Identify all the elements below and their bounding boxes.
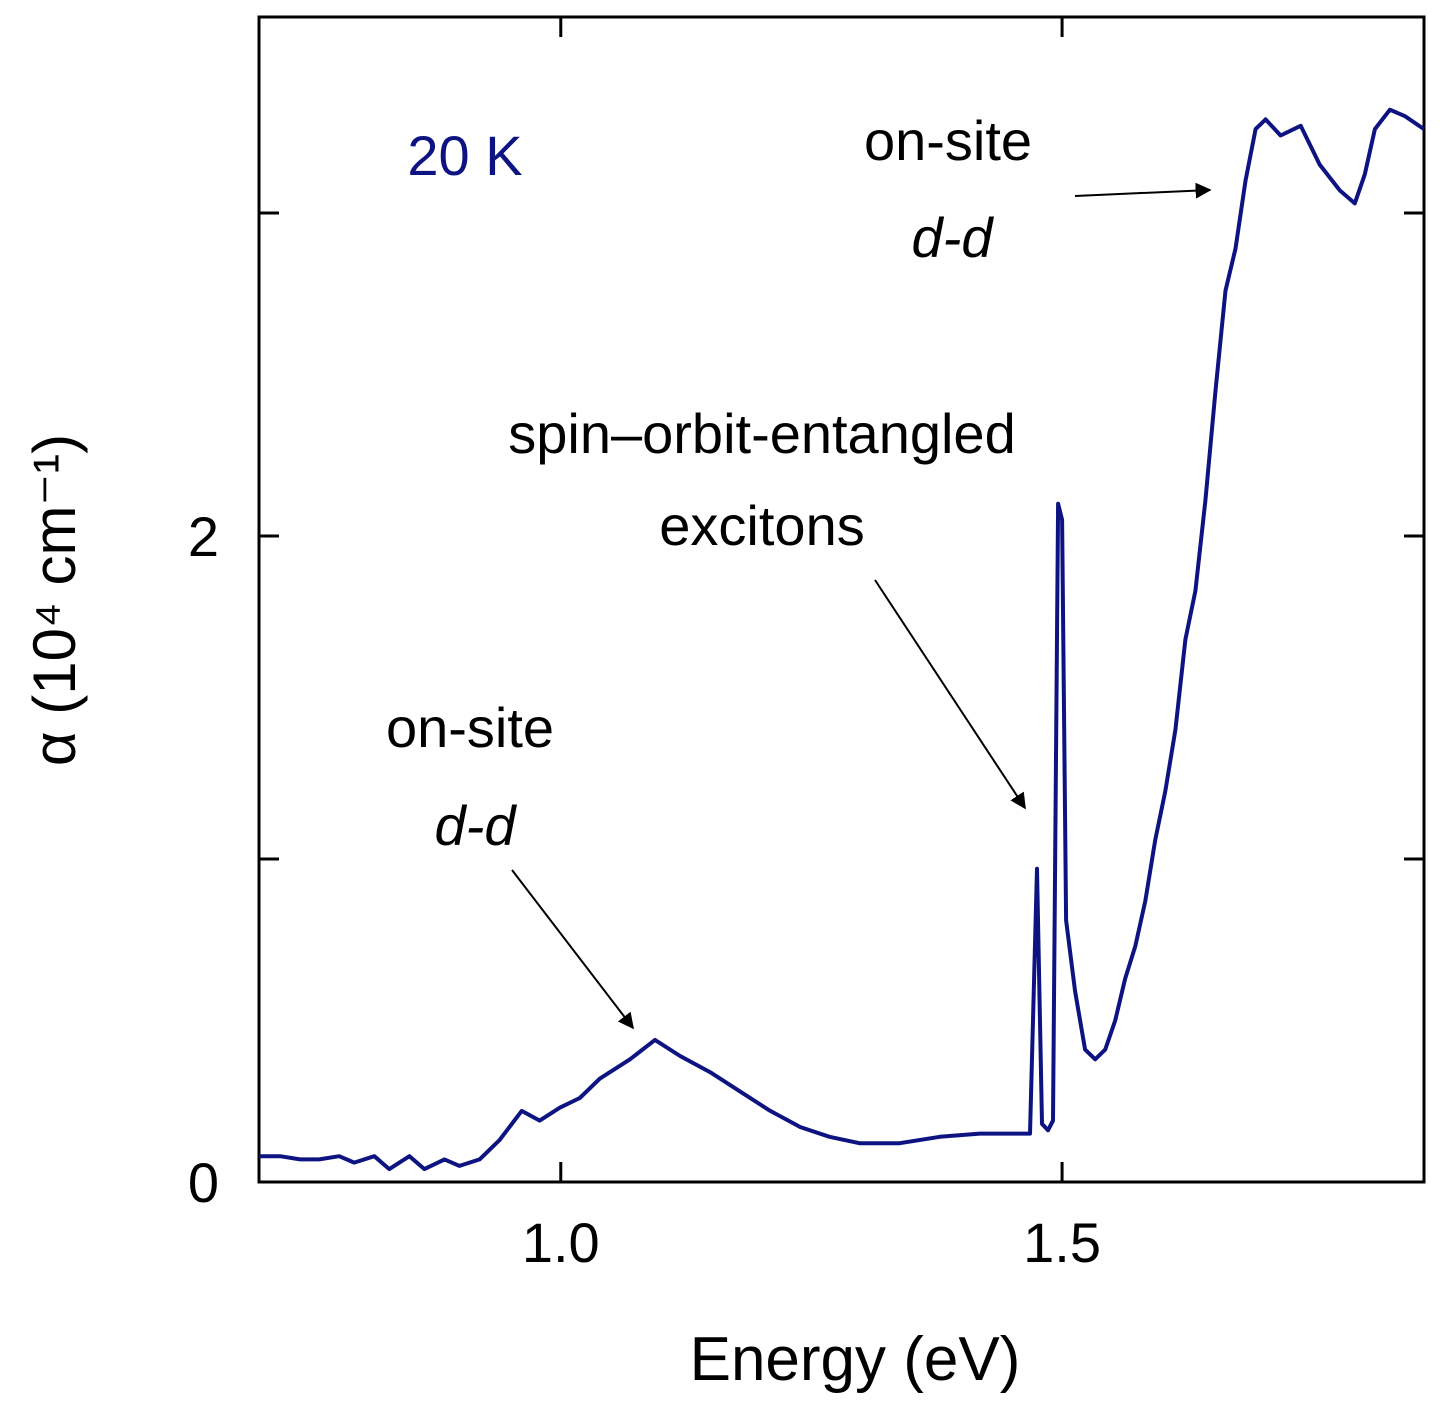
data-line (259, 107, 1426, 1172)
annotation: on-site (864, 109, 1032, 172)
y-axis-label: α (10⁴ cm⁻¹) (21, 434, 88, 766)
y-tick-label: 2 (188, 505, 219, 568)
arrow (874, 579, 1026, 810)
arrow (1074, 182, 1212, 199)
annotation: d-d (912, 206, 995, 269)
x-axis-label: Energy (eV) (690, 1325, 1021, 1394)
x-tick-label: 1.0 (522, 1211, 600, 1274)
arrow (511, 869, 634, 1030)
annotation: on-site (386, 696, 554, 759)
annotation: excitons (659, 494, 864, 557)
annotation: spin–orbit-entangled (508, 402, 1015, 465)
temperature-label: 20 K (407, 124, 522, 187)
x-tick-label: 1.5 (1023, 1211, 1101, 1274)
y-tick-label: 0 (188, 1151, 219, 1214)
annotation: d-d (435, 794, 518, 857)
plot-frame (257, 15, 1426, 1184)
